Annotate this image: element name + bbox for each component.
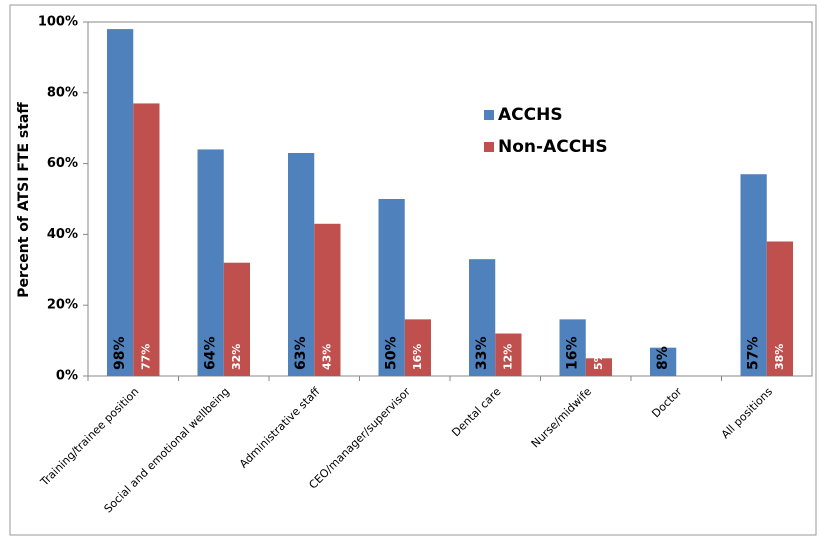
legend-label: Non-ACCHS xyxy=(498,137,608,157)
y-tick-label: 0% xyxy=(56,369,78,384)
y-axis-title: Percent of ATSI FTE staff xyxy=(16,102,32,298)
legend-label: ACCHS xyxy=(498,105,563,125)
value-label: 43% xyxy=(320,344,333,370)
bar xyxy=(559,319,586,376)
bar xyxy=(197,149,224,376)
bar xyxy=(495,333,522,376)
bar xyxy=(133,103,160,377)
bar xyxy=(404,319,431,376)
value-label: 8% xyxy=(655,346,671,370)
bar xyxy=(378,199,405,376)
value-label: 50% xyxy=(384,336,400,370)
y-tick-label: 20% xyxy=(47,298,78,313)
value-label: 77% xyxy=(139,344,152,370)
y-tick-label: 100% xyxy=(38,15,78,30)
value-label: 12% xyxy=(501,344,514,370)
value-label: 16% xyxy=(565,336,581,370)
value-label: 64% xyxy=(203,336,219,370)
bar xyxy=(650,347,677,376)
y-tick-label: 60% xyxy=(47,156,78,171)
bar xyxy=(469,259,496,376)
value-label: 16% xyxy=(411,344,424,370)
value-label: 5% xyxy=(592,351,605,370)
bar xyxy=(740,174,767,376)
value-label: 57% xyxy=(746,336,762,370)
bar xyxy=(585,358,612,376)
bar xyxy=(314,223,341,376)
value-label: 38% xyxy=(773,344,786,370)
value-label: 98% xyxy=(112,336,128,370)
value-label: 33% xyxy=(474,336,490,370)
value-label: 32% xyxy=(230,344,243,370)
y-tick-label: 40% xyxy=(47,227,78,242)
bar xyxy=(288,152,315,376)
bar xyxy=(223,262,250,376)
bar xyxy=(107,29,134,377)
y-tick-label: 80% xyxy=(47,85,78,100)
value-label: 63% xyxy=(293,336,309,370)
bar xyxy=(766,241,793,376)
legend-box xyxy=(474,98,634,168)
legend-swatch xyxy=(484,142,494,152)
legend-swatch xyxy=(484,110,494,120)
